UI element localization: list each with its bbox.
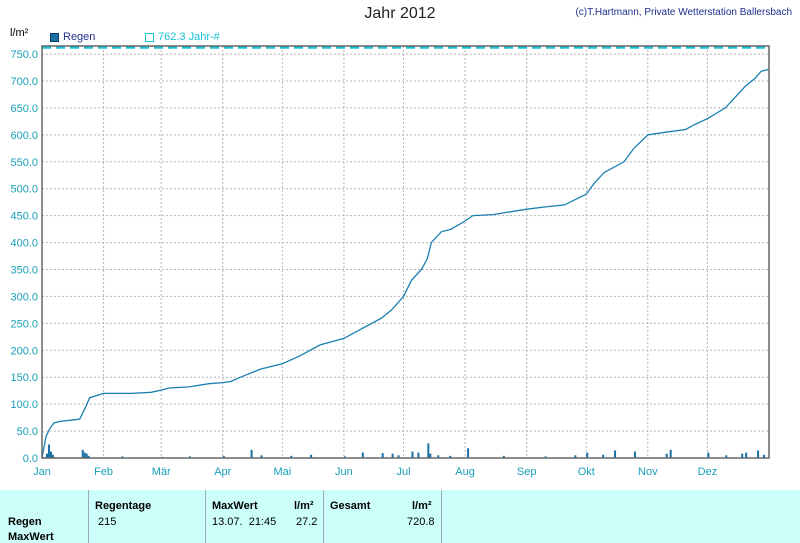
y-tick-label: 400.0 (10, 238, 38, 250)
daily-rain-bar (87, 455, 90, 458)
daily-rain-bar (260, 455, 263, 458)
daily-rain-bar (85, 453, 88, 458)
y-tick-label: 150.0 (10, 372, 38, 384)
x-tick-label: Apr (214, 466, 231, 478)
y-tick-label: 600.0 (10, 130, 38, 142)
daily-rain-bar (83, 452, 86, 458)
y-tick-label: 200.0 (10, 345, 38, 357)
daily-rain-bar (633, 451, 636, 458)
summary-maxwert-column (206, 490, 324, 543)
y-tick-label: 700.0 (10, 76, 38, 88)
daily-rain-bar (417, 452, 420, 458)
daily-rain-bar (411, 451, 414, 458)
daily-rain-bar (427, 443, 430, 458)
header-regentage: Regentage (95, 500, 152, 512)
daily-rain-bar (121, 456, 124, 458)
x-tick-label: Feb (94, 466, 113, 478)
value-max-datetime: 13.07. 21:45 (212, 516, 277, 528)
x-tick-label: Nov (638, 466, 658, 478)
y-tick-label: 450.0 (10, 211, 38, 223)
legend-regen: Regen (50, 31, 95, 43)
x-tick-label: Sep (517, 466, 537, 478)
y-tick-label: 350.0 (10, 265, 38, 277)
daily-rain-bar (391, 453, 394, 458)
daily-rain-bar (449, 455, 452, 458)
x-tick-label: Mai (273, 466, 291, 478)
daily-rain-bar (188, 456, 191, 458)
daily-rain-bar (614, 450, 617, 458)
y-tick-label: 300.0 (10, 291, 38, 303)
y-tick-label: 750.0 (10, 49, 38, 61)
daily-rain-bar (361, 452, 364, 458)
y-tick-label: 550.0 (10, 157, 38, 169)
daily-rain-bar (467, 448, 470, 458)
y-tick-label: 50.0 (17, 426, 38, 438)
daily-rain-bar (290, 455, 293, 458)
daily-rain-bar (763, 454, 766, 458)
daily-rain-bar (47, 444, 50, 458)
daily-rain-bar (437, 455, 440, 458)
daily-rain-bar (502, 455, 505, 458)
legend-average: 762.3 Jahr-# (145, 31, 220, 43)
legend-regen-swatch (50, 32, 59, 42)
summary-gesamt-column (324, 490, 442, 543)
daily-rain-bar (49, 451, 52, 458)
y-axis-unit: l/m² (10, 27, 29, 39)
header-maxwert: MaxWert (212, 500, 258, 512)
daily-rain-bar (544, 456, 547, 458)
daily-rain-bar (707, 452, 710, 458)
header-maxwert-unit: l/m² (294, 500, 314, 512)
y-tick-label: 0.0 (23, 453, 38, 465)
x-tick-label: Mär (152, 466, 171, 478)
legend-average-label: 762.3 Jahr-# (158, 31, 220, 43)
x-tick-label: Dez (698, 466, 718, 478)
daily-rain-bar (757, 450, 760, 458)
daily-rain-bar (51, 454, 54, 458)
credit-text: (c)T.Hartmann, Private Wetterstation Bal… (575, 7, 792, 18)
x-tick-label: Jan (33, 466, 51, 478)
row-label-maxwert: MaxWert (8, 531, 54, 543)
summary-regentage-column (89, 490, 206, 543)
legend-average-swatch (145, 32, 154, 42)
x-tick-label: Okt (578, 466, 595, 478)
plot-frame (41, 45, 770, 459)
daily-rain-bar (665, 453, 668, 458)
daily-rain-bar (586, 452, 589, 458)
y-tick-label: 250.0 (10, 318, 38, 330)
daily-rain-bar (81, 449, 84, 458)
row-label-regen: Regen (8, 516, 42, 528)
daily-rain-bar (725, 455, 728, 458)
daily-rain-bar (310, 454, 313, 458)
daily-rain-bar (745, 452, 748, 458)
daily-rain-bar (574, 455, 577, 458)
daily-rain-bar (250, 449, 253, 458)
x-tick-label: Jun (335, 466, 353, 478)
daily-rain-bar (45, 453, 48, 458)
value-regentage: 215 (98, 516, 117, 528)
daily-rain-bar (669, 449, 672, 458)
value-gesamt: 720.8 (407, 516, 435, 528)
header-gesamt: Gesamt (330, 500, 371, 512)
y-tick-label: 650.0 (10, 103, 38, 115)
daily-rain-bar (381, 453, 384, 458)
summary-panel: Regentage MaxWert l/m² Gesamt l/m² Regen… (0, 490, 800, 543)
daily-rain-bar (602, 454, 605, 458)
legend-regen-label: Regen (63, 31, 96, 43)
x-tick-label: Jul (396, 466, 410, 478)
cumulative-rain-line (41, 69, 769, 459)
daily-rain-bar (222, 455, 225, 458)
rain-chart: 0.0 50.0 100.0 150.0 200.0 250.0 300.0 350.0 400… (10, 45, 770, 478)
header-gesamt-unit: l/m² (412, 500, 432, 512)
x-tick-label: Aug (455, 466, 475, 478)
daily-rain-bar (343, 456, 346, 458)
summary-label-column (0, 490, 89, 543)
daily-rain-bar (397, 455, 400, 458)
value-max: 27.2 (296, 516, 318, 528)
y-tick-label: 100.0 (10, 399, 38, 411)
daily-rain-bar (429, 453, 432, 458)
y-tick-label: 500.0 (10, 184, 38, 196)
chart-title: Jahr 2012 (364, 5, 436, 22)
daily-rain-bar (741, 453, 744, 458)
